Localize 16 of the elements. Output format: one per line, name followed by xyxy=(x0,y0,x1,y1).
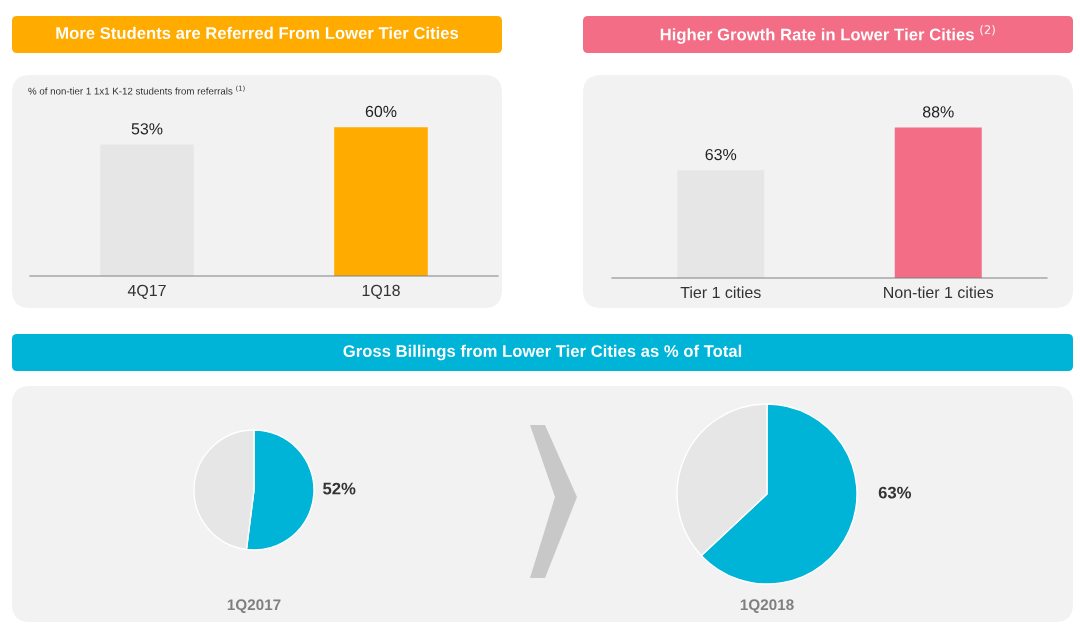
data-label: 88% xyxy=(922,106,954,118)
chart-title: Higher Growth Rate in Lower Tier Cities $^{(2)}$ xyxy=(660,25,995,44)
text: 1Q2018 xyxy=(740,599,794,613)
x-tick-label: 4Q17 xyxy=(127,284,166,299)
text: Gross Billings from Lower Tier Cities as % of Total xyxy=(343,344,742,361)
x-tick-label: 1Q18 xyxy=(362,284,400,299)
x-tick-label: Non-tier 1 cities xyxy=(884,286,994,299)
data-label: 52% xyxy=(323,482,356,495)
data-label: 53% xyxy=(131,123,163,135)
data-label: 60% xyxy=(365,105,397,118)
chart-subtitle: % of non-tier 1 1x1 K-12 students from referrals $^{(1)}$ xyxy=(28,85,245,95)
x-tick-label: Tier 1 cities xyxy=(680,286,761,299)
data-label: 63% xyxy=(705,148,737,161)
text: 1Q2017 xyxy=(227,599,281,613)
chart-title: More Students are Referred From Lower Tier Cities xyxy=(56,26,459,39)
data-label: 63% xyxy=(878,486,912,499)
